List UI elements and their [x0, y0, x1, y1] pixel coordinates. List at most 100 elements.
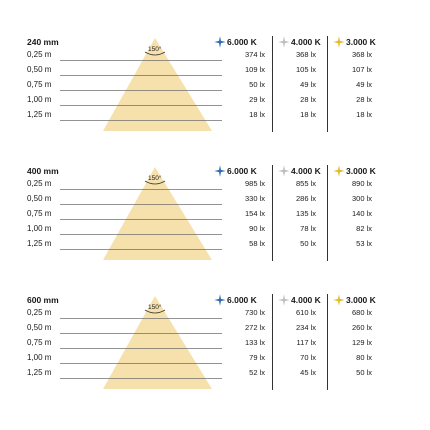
light-cone: [60, 296, 222, 389]
beam-angle-arc: [144, 309, 166, 314]
distance-label: 0,25 m: [27, 308, 52, 317]
illuminance-value: 985 lx: [244, 179, 265, 188]
distance-label: 0,75 m: [27, 338, 52, 347]
star-icon-yellow: [333, 36, 345, 48]
column-header: 3.000 K: [346, 166, 376, 176]
star-icon-gray: [278, 294, 290, 306]
column-header: 6.000 K: [227, 166, 257, 176]
distance-label: 0,75 m: [27, 209, 52, 218]
illuminance-value: 730 lx: [244, 308, 265, 317]
illuminance-value: 70 lx: [300, 353, 316, 362]
illuminance-value: 133 lx: [244, 338, 265, 347]
illuminance-value: 50 lx: [249, 80, 265, 89]
illuminance-value: 28 lx: [300, 95, 316, 104]
column-separator: [327, 165, 328, 261]
illuminance-value: 78 lx: [300, 224, 316, 233]
illuminance-value: 52 lx: [249, 368, 265, 377]
column-separator: [327, 294, 328, 390]
illuminance-value: 610 lx: [295, 308, 316, 317]
illuminance-value: 117 lx: [296, 338, 316, 347]
illuminance-value: 855 lx: [295, 179, 316, 188]
distance-label: 0,25 m: [27, 179, 52, 188]
beam-angle-label: 150°: [148, 175, 162, 182]
star-icon-blue: [214, 36, 226, 48]
column-separator: [272, 36, 273, 132]
illuminance-value: 300 lx: [351, 194, 372, 203]
illuminance-value: 107 lx: [351, 65, 372, 74]
distance-label: 0,50 m: [27, 65, 52, 74]
illuminance-value: 28 lx: [356, 95, 372, 104]
beam-cone: [103, 167, 212, 260]
column-header: 4.000 K: [291, 166, 321, 176]
beam-angle-arc: [144, 180, 166, 185]
illuminance-value: 18 lx: [300, 110, 316, 119]
star-icon-gray: [278, 36, 290, 48]
beam-cone: [103, 296, 212, 389]
column-separator: [327, 36, 328, 132]
illuminance-value: 79 lx: [249, 353, 265, 362]
illuminance-value: 680 lx: [351, 308, 372, 317]
illuminance-value: 234 lx: [295, 323, 316, 332]
block-title: 600 mm: [27, 295, 59, 305]
illuminance-value: 49 lx: [300, 80, 316, 89]
beam-angle-label: 150°: [148, 46, 162, 53]
distance-label: 1,00 m: [27, 95, 52, 104]
illuminance-value: 140 lx: [351, 209, 372, 218]
illuminance-value: 49 lx: [356, 80, 372, 89]
illuminance-value: 368 lx: [295, 50, 316, 59]
column-header: 6.000 K: [227, 37, 257, 47]
distance-label: 1,25 m: [27, 239, 52, 248]
block-title: 400 mm: [27, 166, 59, 176]
distance-label: 1,00 m: [27, 353, 52, 362]
distance-label: 0,50 m: [27, 323, 52, 332]
star-icon-blue: [214, 294, 226, 306]
column-header: 3.000 K: [346, 295, 376, 305]
distance-label: 0,50 m: [27, 194, 52, 203]
illuminance-value: 330 lx: [244, 194, 265, 203]
column-separator: [272, 294, 273, 390]
star-icon-gray: [278, 165, 290, 177]
distance-label: 1,25 m: [27, 368, 52, 377]
beam-angle-arc: [144, 51, 166, 56]
illuminance-block: 600 mm 150° 6.000 K 4.000 K 3.000 K 0,25 m 730…: [0, 292, 430, 410]
illuminance-value: 154 lx: [244, 209, 265, 218]
illuminance-value: 374 lx: [244, 50, 265, 59]
illuminance-value: 53 lx: [356, 239, 372, 248]
star-icon-yellow: [333, 165, 345, 177]
star-icon-yellow: [333, 294, 345, 306]
illuminance-value: 272 lx: [244, 323, 265, 332]
illuminance-value: 80 lx: [356, 353, 372, 362]
distance-label: 1,00 m: [27, 224, 52, 233]
illuminance-value: 18 lx: [249, 110, 265, 119]
illuminance-value: 368 lx: [351, 50, 372, 59]
illuminance-value: 286 lx: [295, 194, 316, 203]
column-header: 6.000 K: [227, 295, 257, 305]
illuminance-block: 400 mm 150° 6.000 K 4.000 K 3.000 K 0,25 m 985…: [0, 163, 430, 281]
light-cone: [60, 167, 222, 260]
illuminance-value: 105 lx: [295, 65, 316, 74]
distance-label: 0,75 m: [27, 80, 52, 89]
illuminance-value: 58 lx: [249, 239, 265, 248]
beam-cone: [103, 38, 212, 131]
illuminance-value: 45 lx: [300, 368, 316, 377]
illuminance-value: 135 lx: [295, 209, 316, 218]
distance-label: 0,25 m: [27, 50, 52, 59]
illuminance-value: 18 lx: [356, 110, 372, 119]
illuminance-value: 90 lx: [249, 224, 265, 233]
column-header: 3.000 K: [346, 37, 376, 47]
beam-angle-label: 150°: [148, 304, 162, 311]
illuminance-value: 29 lx: [249, 95, 265, 104]
illuminance-value: 82 lx: [356, 224, 372, 233]
column-header: 4.000 K: [291, 295, 321, 305]
illuminance-value: 50 lx: [356, 368, 372, 377]
illuminance-value: 890 lx: [351, 179, 372, 188]
illuminance-block: 240 mm 150° 6.000 K 4.000 K 3.000 K 0,25 m 374…: [0, 34, 430, 152]
star-icon-blue: [214, 165, 226, 177]
illuminance-value: 50 lx: [300, 239, 316, 248]
column-separator: [272, 165, 273, 261]
column-header: 4.000 K: [291, 37, 321, 47]
illuminance-value: 109 lx: [244, 65, 265, 74]
distance-label: 1,25 m: [27, 110, 52, 119]
illuminance-value: 129 lx: [351, 338, 372, 347]
illuminance-value: 260 lx: [351, 323, 372, 332]
